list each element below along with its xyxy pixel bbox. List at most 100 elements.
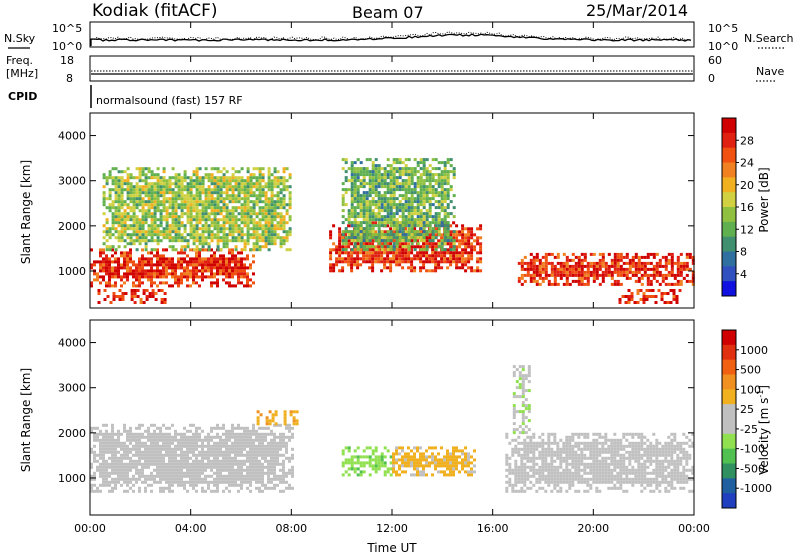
data-cell [637, 276, 641, 280]
data-cell [249, 462, 252, 466]
data-cell [255, 450, 258, 454]
data-cell [383, 251, 387, 255]
data-cell [392, 461, 395, 465]
data-cell [663, 292, 667, 295]
data-cell [252, 471, 255, 475]
data-cell [219, 185, 223, 189]
data-cell [216, 218, 220, 222]
data-cell [222, 173, 226, 177]
data-cell [344, 161, 348, 165]
data-cell [443, 176, 447, 180]
data-cell [556, 282, 560, 286]
data-cell [135, 450, 138, 454]
data-cell [353, 182, 357, 186]
data-cell [234, 230, 238, 234]
data-cell [691, 255, 695, 259]
data-cell [652, 267, 656, 271]
data-cell [141, 218, 145, 222]
data-cell [362, 185, 366, 189]
data-cell [398, 224, 402, 228]
data-cell [126, 438, 129, 442]
data-cell [228, 281, 231, 285]
data-cell [520, 276, 524, 280]
data-cell [249, 182, 253, 186]
data-cell [288, 218, 292, 222]
data-cell [138, 236, 142, 240]
data-cell [159, 447, 162, 451]
y-tick-label: 3000 [58, 175, 86, 188]
data-cell [123, 260, 126, 264]
data-cell [428, 203, 432, 207]
data-cell [473, 245, 477, 249]
data-cell [99, 489, 102, 493]
data-cell [264, 233, 268, 237]
data-cell [267, 432, 270, 436]
data-cell [410, 197, 414, 201]
data-cell [213, 221, 217, 225]
data-cell [108, 435, 111, 439]
data-cell [628, 276, 632, 280]
data-cell [154, 292, 158, 295]
data-cell [132, 224, 136, 228]
data-cell [195, 269, 198, 273]
data-cell [162, 462, 165, 466]
data-cell [255, 203, 259, 207]
data-cell [186, 212, 190, 216]
data-cell [291, 474, 294, 478]
data-cell [93, 474, 96, 478]
data-cell [225, 465, 228, 469]
data-cell [419, 167, 423, 171]
data-cell [111, 188, 115, 192]
data-cell [664, 276, 668, 280]
data-cell [153, 453, 156, 457]
data-cell [132, 215, 136, 219]
data-cell [141, 248, 144, 252]
data-cell [189, 429, 192, 433]
data-cell [189, 236, 193, 240]
data-cell [249, 447, 252, 451]
data-cell [132, 188, 136, 192]
data-cell [192, 266, 195, 270]
data-cell [422, 260, 426, 264]
data-cell [285, 480, 288, 484]
data-cell [222, 474, 225, 478]
data-cell [141, 441, 144, 445]
data-cell [156, 179, 160, 183]
data-cell [437, 176, 441, 180]
data-cell [219, 224, 223, 228]
data-cell [476, 242, 480, 246]
data-cell [171, 239, 175, 243]
data-cell [102, 471, 105, 475]
data-cell [273, 456, 276, 460]
data-cell [473, 248, 477, 252]
data-cell [529, 261, 533, 265]
data-cell [371, 173, 375, 177]
data-cell [108, 245, 112, 249]
data-cell [165, 275, 168, 279]
data-cell [168, 233, 172, 237]
data-cell [189, 447, 192, 451]
data-cell [117, 197, 121, 201]
data-cell [108, 474, 111, 478]
data-cell [425, 158, 429, 162]
data-cell [288, 176, 292, 180]
data-cell [580, 282, 584, 286]
data-cell [428, 245, 432, 249]
data-cell [201, 242, 205, 246]
data-cell [446, 242, 450, 246]
data-cell [180, 200, 184, 204]
data-cell [144, 188, 148, 192]
data-cell [258, 191, 262, 195]
data-cell [111, 456, 114, 460]
data-cell [225, 218, 229, 222]
data-cell [141, 263, 144, 267]
data-cell [455, 263, 459, 267]
data-cell [365, 209, 369, 213]
data-cell [282, 215, 286, 219]
data-cell [271, 419, 275, 423]
data-cell [562, 252, 566, 256]
data-cell [682, 264, 686, 268]
data-cell [401, 248, 405, 252]
data-cell [270, 239, 274, 243]
data-cell [147, 191, 151, 195]
